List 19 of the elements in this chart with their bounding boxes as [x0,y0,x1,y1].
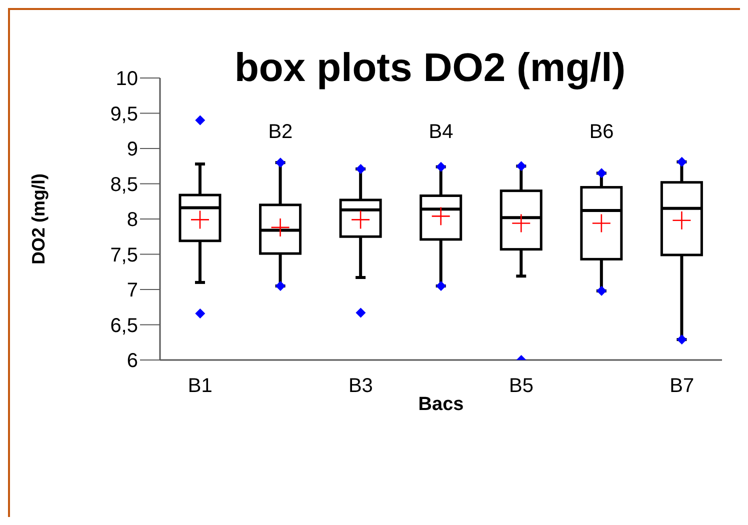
x-tick-label: B3 [348,375,373,397]
x-tick-label: B2 [268,121,293,143]
x-tick-label: B6 [589,121,614,143]
x-tick-label: B7 [670,375,694,397]
chart-title: box plots DO2 (mg/l) [233,46,627,91]
y-tick-label: 8 [126,209,138,232]
y-tick-label: 6 [126,350,138,372]
x-tick-label: B4 [428,121,454,143]
y-tick-label: 9 [126,138,138,161]
x-tick-label: B1 [188,375,212,397]
y-tick-label: 10 [116,68,138,90]
y-tick-label: 7 [126,280,138,302]
y-tick-label: 7,5 [110,244,138,266]
y-tick-label: 6,5 [110,314,138,337]
x-axis-title: Bacs [418,394,464,415]
y-axis-title: DO2 (mg/l) [28,173,48,265]
y-tick-label: 9,5 [110,103,138,126]
y-tick-label: 8,5 [110,174,138,196]
x-tick-label: B5 [509,375,534,397]
